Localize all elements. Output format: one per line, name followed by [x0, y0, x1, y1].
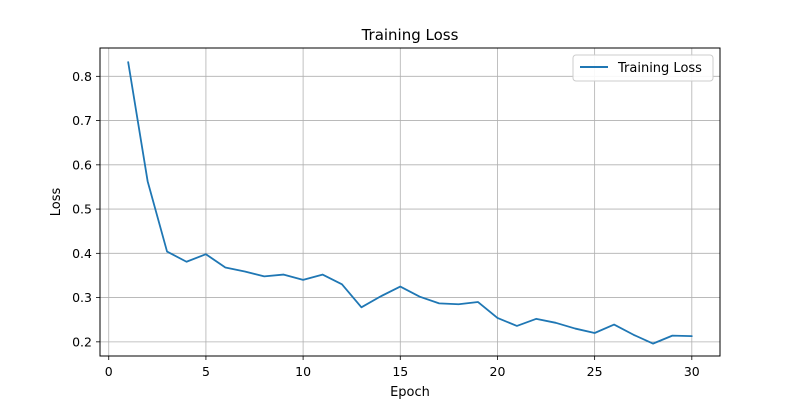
legend-box	[572, 54, 714, 82]
series-layer	[127, 61, 693, 345]
x-tick-label: 0	[105, 364, 113, 379]
y-tick-label: 0.4	[72, 246, 92, 261]
y-tick-label: 0.3	[72, 290, 92, 305]
x-tick-label: 25	[587, 364, 603, 379]
x-tick-label: 20	[490, 364, 506, 379]
x-tick-label: 30	[684, 364, 700, 379]
chart-title: Training Loss	[361, 26, 459, 44]
x-axis-label: Epoch	[390, 385, 430, 400]
legend: Training Loss	[572, 54, 714, 82]
axis-ticks: 0 5 10 15 20 25 30 0.2 0.3 0.4 0.5 0.6 0.7 0.8	[72, 69, 700, 379]
y-tick-label: 0.8	[72, 69, 92, 84]
series-line-training-loss	[127, 61, 693, 345]
x-tick-label: 10	[295, 364, 311, 379]
y-tick-label: 0.2	[72, 334, 92, 349]
y-tick-label: 0.6	[72, 157, 92, 172]
x-tick-label: 15	[392, 364, 408, 379]
plot-frame	[99, 47, 721, 357]
y-axis-label: Loss	[49, 188, 64, 217]
grid	[100, 48, 720, 356]
legend-label: Training Loss	[617, 61, 702, 76]
y-tick-label: 0.7	[72, 113, 92, 128]
y-tick-label: 0.5	[72, 202, 92, 217]
x-tick-label: 5	[202, 364, 210, 379]
